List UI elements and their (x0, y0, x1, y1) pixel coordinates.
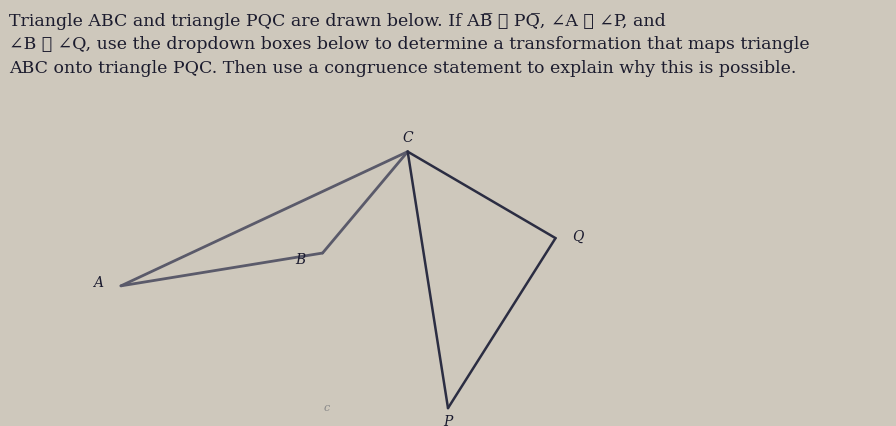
Text: A: A (93, 276, 104, 290)
Text: B: B (295, 253, 306, 268)
Text: P: P (444, 414, 452, 426)
Text: Triangle ABC and triangle PQC are drawn below. If AB̅ ≅ PQ̅, ∠A ≅ ∠P, and
∠B ≅ ∠: Triangle ABC and triangle PQC are drawn … (9, 13, 810, 77)
Text: c: c (324, 403, 330, 413)
Text: C: C (402, 131, 413, 145)
Text: Q: Q (573, 230, 583, 244)
